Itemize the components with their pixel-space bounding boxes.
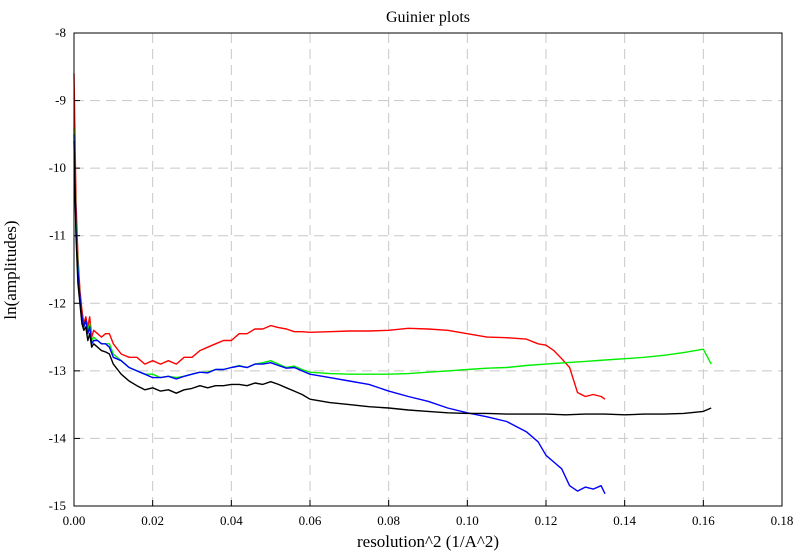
x-tick-label: 0.12 — [535, 513, 558, 528]
series-line — [73, 134, 606, 495]
x-tick-label: 0.10 — [456, 513, 479, 528]
series-line — [73, 127, 712, 379]
grid — [74, 33, 782, 506]
y-tick-label: -10 — [49, 160, 66, 175]
y-tick-label: -8 — [55, 25, 66, 40]
y-tick-label: -13 — [49, 363, 66, 378]
y-axis-label: ln(amplitudes) — [1, 220, 20, 319]
x-tick-label: 0.18 — [771, 513, 794, 528]
x-axis-label: resolution^2 (1/A^2) — [357, 532, 499, 551]
series-line — [73, 73, 606, 400]
x-tick-label: 0.06 — [299, 513, 322, 528]
x-tick-label: 0.08 — [377, 513, 400, 528]
y-tick-label: -11 — [49, 228, 66, 243]
y-tick-label: -9 — [55, 93, 66, 108]
y-tick-label: -14 — [49, 430, 67, 445]
y-tick-label: -12 — [49, 295, 66, 310]
plot-area — [73, 73, 712, 495]
plot-frame — [73, 32, 783, 507]
y-axis: -15 -14 -13 -12 -11 -10 -9 -8 — [49, 25, 80, 513]
x-axis: 0.00 0.02 0.04 0.06 0.08 0.10 0.12 0.14 0.16 0.18 — [63, 500, 794, 528]
x-tick-label: 0.00 — [63, 513, 86, 528]
x-tick-label: 0.16 — [692, 513, 715, 528]
series-line — [73, 141, 712, 416]
x-tick-label: 0.14 — [613, 513, 636, 528]
chart-title: Guinier plots — [386, 9, 470, 26]
y-tick-label: -15 — [49, 498, 66, 513]
x-tick-label: 0.04 — [220, 513, 243, 528]
x-tick-label: 0.02 — [141, 513, 164, 528]
